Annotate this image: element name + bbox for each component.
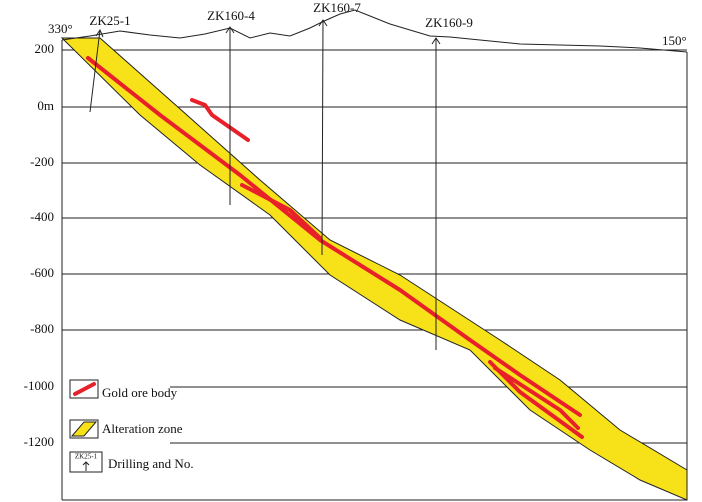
elevation-label: 200 bbox=[35, 41, 55, 56]
borehole-arrow bbox=[225, 26, 235, 34]
orientation-right: 150° bbox=[662, 33, 687, 48]
legend: Gold ore body Alteration zone ZK25-1 Dri… bbox=[69, 379, 194, 473]
borehole-label: ZK160-4 bbox=[207, 8, 255, 23]
orientation-left: 330° bbox=[48, 21, 73, 36]
borehole-label: ZK25-1 bbox=[89, 13, 130, 28]
elevation-label: -200 bbox=[30, 154, 54, 169]
legend-label: Alteration zone bbox=[102, 421, 183, 436]
legend-drill-icon-label: ZK25-1 bbox=[75, 453, 98, 461]
borehole bbox=[89, 29, 101, 113]
legend-drill-arrow bbox=[82, 461, 90, 466]
ore-body bbox=[86, 56, 582, 417]
elevation-labels: 200 0m -200 -400 -600 -800 -1000 -1200 bbox=[24, 41, 54, 449]
legend-ore-icon bbox=[73, 382, 96, 396]
legend-label: Drilling and No. bbox=[108, 456, 194, 471]
borehole-arrow bbox=[95, 28, 104, 38]
elevation-label: -400 bbox=[30, 209, 54, 224]
elevation-label: -800 bbox=[30, 321, 54, 336]
topography bbox=[61, 9, 688, 53]
elevation-label: -1000 bbox=[24, 378, 54, 393]
borehole bbox=[321, 19, 324, 256]
borehole-arrow bbox=[431, 37, 441, 45]
elevation-label: -1200 bbox=[24, 434, 54, 449]
ore-body bbox=[493, 366, 580, 430]
legend-label: Gold ore body bbox=[102, 385, 178, 400]
boreholes: ZK25-1 ZK160-4 ZK160-7 ZK160-9 bbox=[89, 0, 473, 350]
ore-body bbox=[240, 183, 322, 240]
legend-zone-icon bbox=[70, 421, 98, 437]
elevation-label: -600 bbox=[30, 265, 54, 280]
elevation-label: 0m bbox=[37, 98, 54, 113]
borehole-label: ZK160-9 bbox=[425, 15, 473, 30]
borehole-label: ZK160-7 bbox=[313, 0, 361, 15]
borehole-arrow bbox=[318, 19, 328, 27]
